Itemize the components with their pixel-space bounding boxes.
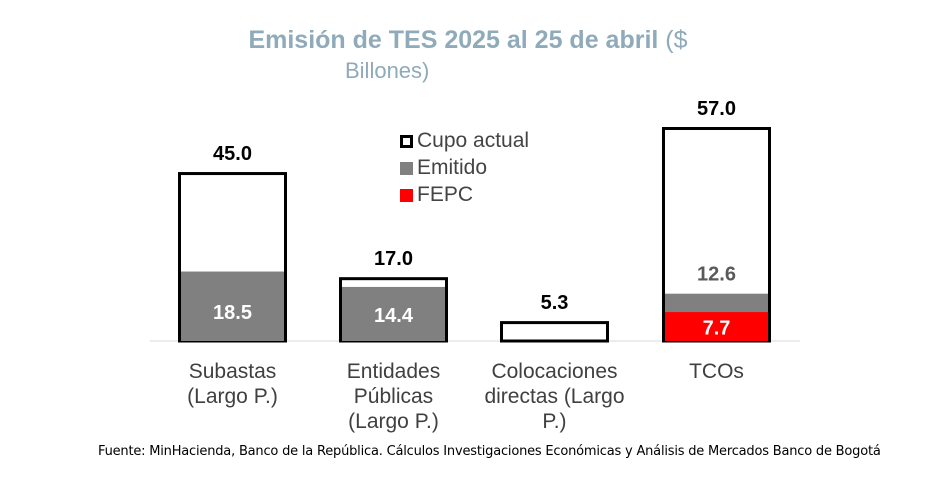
legend-swatch-fepc [400, 188, 413, 202]
label-cupo: 45.0 [213, 143, 252, 165]
bar-emitido [342, 286, 445, 341]
legend-cupo: Cupo actual [400, 129, 529, 153]
label-fepc: 7.7 [703, 318, 731, 340]
category-label: Colocaciones [491, 360, 617, 383]
bar-cupo [500, 321, 609, 343]
label-cupo: 5.3 [541, 292, 569, 314]
legend-fepc: FEPC [400, 183, 473, 207]
title-rest: ($ [658, 26, 688, 54]
chart-title: Emisión de TES 2025 al 25 de abril ($ [0, 26, 936, 55]
category-label: directas (Largo [484, 385, 624, 408]
source-note: Fuente: MinHacienda, Banco de la Repúbli… [98, 444, 881, 459]
label-emitido: 18.5 [213, 302, 252, 324]
legend-label: Cupo actual [417, 129, 530, 152]
category-label: (Largo P.) [187, 385, 278, 408]
category-label: (Largo P.) [348, 410, 439, 433]
legend-swatch-cupo [400, 134, 413, 148]
category-label: Subastas [189, 360, 277, 383]
legend-label: FEPC [417, 183, 474, 206]
label-cupo: 17.0 [374, 248, 413, 270]
category-label: Públicas [354, 385, 433, 408]
legend-swatch-emitido [400, 161, 413, 175]
label-emitido: 14.4 [374, 305, 414, 327]
title-bold: Emisión de TES 2025 al 25 de abril [248, 26, 659, 54]
bar-fepc [665, 312, 768, 341]
label-cupo: 57.0 [697, 98, 736, 120]
legend-label: Emitido [417, 156, 488, 179]
chart-subtitle: Billones) [345, 58, 430, 83]
label-emitido: 12.6 [697, 264, 736, 286]
bar-emitido [181, 271, 284, 341]
category-label: P.) [542, 410, 566, 433]
category-label: Entidades [347, 360, 440, 383]
legend-emitido: Emitido [400, 156, 487, 180]
category-label: TCOs [689, 360, 744, 383]
